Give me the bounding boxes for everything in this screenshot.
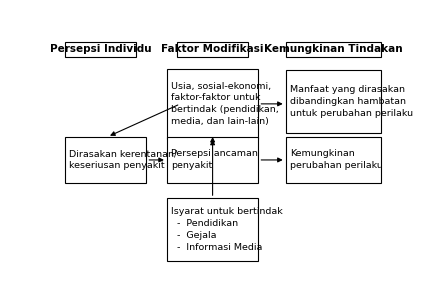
Bar [286, 42, 381, 57]
Bar [65, 137, 146, 183]
Text: Faktor Modifikasi: Faktor Modifikasi [161, 44, 264, 54]
Bar [167, 69, 258, 139]
Bar [167, 137, 258, 183]
Text: Dirasakan kerentanan/
keseriusan penyakit: Dirasakan kerentanan/ keseriusan penyaki… [69, 149, 177, 170]
Bar [65, 42, 136, 57]
Text: Isyarat untuk bertindak
  -  Pendidikan
  -  Gejala
  -  Informasi Media: Isyarat untuk bertindak - Pendidikan - G… [171, 207, 283, 252]
Bar [286, 137, 381, 183]
Bar [286, 70, 381, 133]
Text: Kemungkinan Tindakan: Kemungkinan Tindakan [264, 44, 403, 54]
Text: Kemungkinan
perubahan perilaku: Kemungkinan perubahan perilaku [290, 149, 382, 170]
Bar [167, 198, 258, 260]
Text: Manfaat yang dirasakan
dibandingkan hambatan
untuk perubahan perilaku: Manfaat yang dirasakan dibandingkan hamb… [290, 85, 413, 118]
Text: Persepsi ancaman
penyakit: Persepsi ancaman penyakit [171, 149, 258, 170]
Text: Usia, sosial-ekonomi,
faktor-faktor untuk
bertindak (pendidikan,
media, dan lain: Usia, sosial-ekonomi, faktor-faktor untu… [171, 82, 279, 126]
Bar [177, 42, 248, 57]
Text: Persepsi Individu: Persepsi Individu [50, 44, 152, 54]
